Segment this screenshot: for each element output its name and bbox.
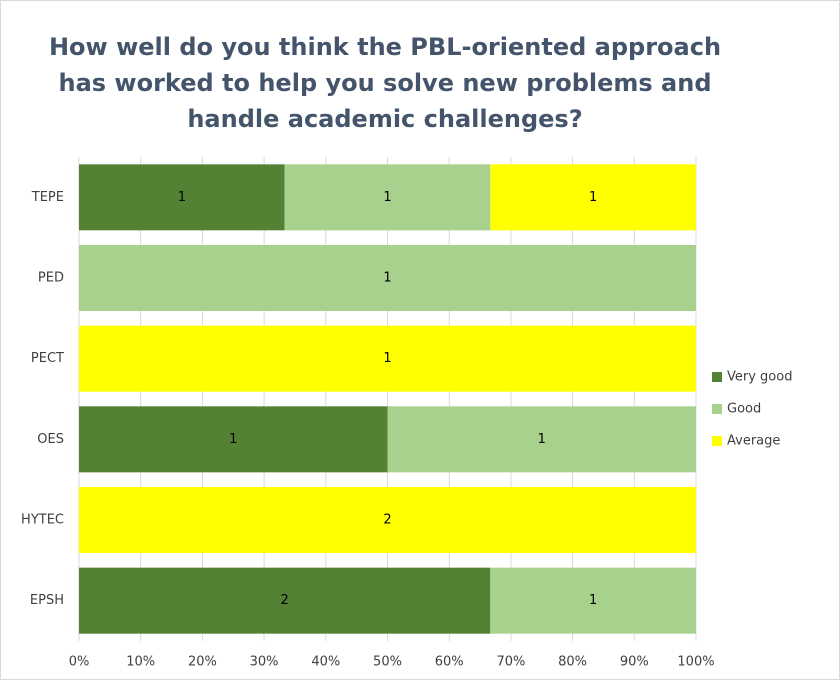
y-tick-label: PED [38,271,64,286]
bar-segment [79,487,696,553]
chart-title: handle academic challenges? [187,105,582,133]
data-label: 1 [383,190,391,205]
bar-segment [79,325,696,392]
x-tick-label: 60% [435,655,464,670]
y-tick-label: EPSH [30,593,64,608]
x-tick-label: 30% [250,655,279,670]
x-tick-label: 70% [496,655,525,670]
data-label: 1 [383,351,391,366]
x-tick-label: 100% [677,655,714,670]
bar-segment [79,245,696,311]
bar-segment [387,406,696,473]
chart-title: has worked to help you solve new problem… [58,69,711,97]
data-label: 1 [538,432,546,447]
x-tick-label: 50% [373,655,402,670]
legend-label: Very good [727,370,792,385]
bar-segment [79,164,285,231]
data-label: 1 [383,271,391,286]
bar-segment [79,406,388,473]
bar-segment [490,567,696,634]
data-label: 2 [383,513,391,528]
y-tick-label: OES [37,432,64,447]
y-tick-label: HYTEC [21,513,64,528]
chart-title: How well do you think the PBL-oriented a… [49,33,721,61]
data-label: 1 [589,190,597,205]
x-tick-label: 20% [188,655,217,670]
legend-swatch [712,436,722,446]
x-tick-label: 0% [69,655,90,670]
legend-label: Good [727,402,761,417]
data-label: 1 [229,432,237,447]
legend-label: Average [727,434,780,449]
x-tick-label: 90% [620,655,649,670]
x-tick-label: 80% [558,655,587,670]
bar-segment [490,164,696,231]
x-tick-label: 40% [311,655,340,670]
y-tick-label: TEPE [31,190,64,205]
y-tick-label: PECT [31,351,64,366]
data-label: 1 [589,593,597,608]
data-label: 2 [281,593,289,608]
bar-segment [284,164,491,231]
legend-swatch [712,404,722,414]
x-tick-label: 10% [126,655,155,670]
data-label: 1 [178,190,186,205]
legend-swatch [712,372,722,382]
bar-segment [79,567,491,634]
